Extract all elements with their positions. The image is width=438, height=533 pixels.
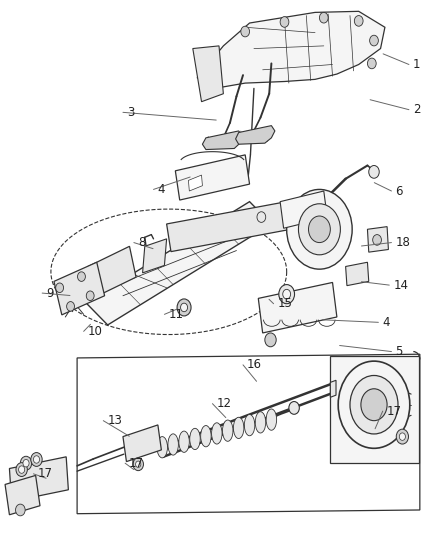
Circle shape (78, 272, 85, 281)
Circle shape (265, 333, 276, 347)
Polygon shape (175, 155, 250, 200)
Text: 11: 11 (168, 308, 184, 321)
Polygon shape (123, 425, 161, 462)
Circle shape (354, 15, 363, 26)
Text: 4: 4 (382, 316, 390, 329)
Text: 8: 8 (138, 236, 145, 249)
Polygon shape (330, 356, 419, 463)
Ellipse shape (233, 417, 244, 439)
Polygon shape (367, 227, 389, 252)
Circle shape (280, 17, 289, 27)
Text: 16: 16 (247, 358, 262, 372)
Circle shape (373, 235, 381, 245)
Text: 12: 12 (216, 397, 231, 410)
Circle shape (350, 375, 398, 434)
Text: 14: 14 (393, 279, 408, 292)
Ellipse shape (157, 437, 167, 458)
Polygon shape (188, 175, 202, 191)
Circle shape (31, 453, 42, 466)
Text: 17: 17 (387, 405, 402, 417)
Polygon shape (193, 46, 223, 102)
Circle shape (367, 58, 376, 69)
Circle shape (33, 456, 39, 463)
Text: 15: 15 (278, 297, 293, 310)
Polygon shape (166, 196, 319, 252)
Circle shape (308, 216, 330, 243)
Circle shape (338, 361, 410, 448)
Ellipse shape (266, 409, 277, 430)
Circle shape (67, 302, 74, 311)
Circle shape (370, 35, 378, 46)
Text: 13: 13 (107, 414, 122, 427)
Circle shape (283, 289, 290, 299)
Polygon shape (10, 457, 68, 502)
Circle shape (23, 459, 29, 467)
Circle shape (287, 189, 352, 269)
Ellipse shape (255, 411, 266, 433)
Circle shape (396, 429, 409, 444)
Circle shape (86, 291, 94, 301)
Text: 17: 17 (129, 457, 144, 470)
Text: 18: 18 (396, 236, 410, 249)
Polygon shape (54, 262, 105, 315)
Circle shape (257, 212, 266, 222)
Polygon shape (258, 282, 337, 333)
Text: 17: 17 (37, 467, 53, 480)
Polygon shape (346, 262, 369, 286)
Text: 4: 4 (157, 183, 165, 196)
Text: 10: 10 (88, 325, 102, 338)
Text: 3: 3 (127, 106, 134, 119)
Polygon shape (143, 239, 166, 273)
Circle shape (20, 456, 32, 470)
Polygon shape (330, 380, 336, 397)
Circle shape (15, 504, 25, 516)
Circle shape (133, 458, 144, 471)
Polygon shape (280, 191, 327, 228)
Ellipse shape (168, 434, 178, 455)
Text: 9: 9 (46, 287, 53, 300)
Circle shape (319, 12, 328, 23)
Polygon shape (202, 131, 243, 150)
Circle shape (177, 299, 191, 316)
Text: 1: 1 (413, 58, 420, 71)
Circle shape (369, 165, 379, 178)
Circle shape (279, 285, 294, 304)
Circle shape (361, 389, 387, 421)
Polygon shape (236, 126, 275, 144)
Ellipse shape (201, 425, 211, 447)
Polygon shape (197, 11, 385, 88)
Polygon shape (88, 246, 136, 297)
Ellipse shape (190, 429, 200, 450)
Text: 2: 2 (413, 103, 420, 116)
Circle shape (298, 204, 340, 255)
Circle shape (289, 401, 299, 414)
Ellipse shape (223, 420, 233, 441)
Circle shape (241, 26, 250, 37)
Ellipse shape (244, 415, 255, 436)
Circle shape (136, 461, 141, 467)
Ellipse shape (212, 423, 222, 444)
Ellipse shape (179, 431, 189, 453)
Polygon shape (86, 201, 272, 325)
Circle shape (180, 303, 187, 312)
Text: 5: 5 (396, 345, 403, 358)
Circle shape (56, 283, 64, 293)
Polygon shape (5, 475, 40, 515)
Text: 6: 6 (396, 184, 403, 198)
Circle shape (18, 466, 25, 473)
Circle shape (16, 463, 27, 477)
Circle shape (399, 433, 406, 440)
